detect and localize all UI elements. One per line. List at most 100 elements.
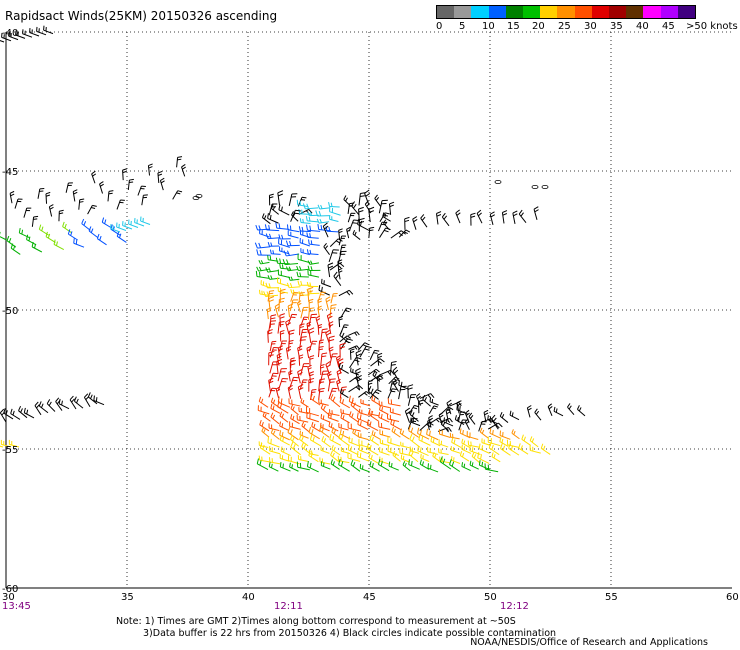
lat-tick--55: -55: [2, 445, 18, 456]
wind-barb: [379, 212, 390, 223]
wind-barb: [331, 444, 341, 456]
legend-swatch-6: [540, 6, 558, 18]
wind-barb: [58, 398, 70, 410]
wind-barb: [116, 231, 127, 243]
wind-barb: [553, 406, 564, 417]
wind-barb: [408, 449, 419, 463]
wind-barb: [390, 361, 397, 374]
wind-barb: [398, 385, 407, 400]
wind-barb: [299, 328, 308, 342]
wind-barb: [364, 200, 372, 214]
wind-barb: [320, 461, 331, 470]
wind-barb: [259, 419, 270, 432]
legend-label-50-knots: >50 knots: [686, 21, 738, 32]
wind-barb: [8, 31, 19, 41]
wind-barb: [350, 399, 361, 414]
wind-barb: [279, 263, 291, 270]
wind-barb: [351, 201, 360, 216]
lat-tick--50: -50: [2, 306, 18, 317]
wind-barb: [329, 206, 341, 216]
wind-barb: [279, 421, 290, 431]
wind-barb: [509, 410, 520, 421]
wind-barb: [408, 459, 420, 470]
wind-barb: [347, 452, 361, 462]
wind-barb: [402, 460, 411, 472]
wind-barb: [336, 368, 342, 383]
wind-barb: [356, 412, 370, 424]
wind-barb: [518, 443, 529, 455]
wind-barb: [339, 397, 350, 409]
wind-barb: [289, 462, 299, 472]
wind-barb: [317, 345, 324, 358]
wind-barb: [457, 411, 465, 423]
wind-barb: [48, 204, 54, 217]
wind-barb: [277, 401, 289, 414]
wind-barb: [534, 408, 542, 421]
wind-barb: [274, 303, 281, 318]
wind-barb: [392, 451, 401, 462]
legend-swatch-9: [591, 6, 610, 18]
wind-barb: [302, 203, 319, 210]
wind-speed-color-scale: [436, 5, 696, 19]
wind-barb: [443, 417, 454, 427]
wind-barb: [308, 239, 320, 246]
legend-label-35: 35: [610, 21, 623, 32]
wind-barb: [392, 379, 399, 392]
wind-barb: [491, 414, 499, 430]
wind-barb: [369, 434, 380, 446]
wind-barb: [377, 352, 383, 366]
wind-barb: [290, 404, 299, 416]
wind-barb: [422, 394, 431, 407]
wind-barb: [320, 446, 330, 454]
wind-barb: [128, 219, 139, 228]
wind-barb: [31, 215, 39, 227]
wind-barb: [359, 463, 370, 473]
wind-barb: [378, 400, 390, 409]
wind-barb: [338, 422, 349, 431]
wind-barb: [459, 451, 470, 462]
wind-barb: [269, 340, 277, 352]
wind-barb: [379, 227, 391, 238]
wind-barb: [307, 286, 314, 302]
wind-barb: [277, 396, 291, 408]
wind-barb: [34, 401, 42, 416]
wind-barb: [389, 407, 401, 416]
wind-barb: [306, 224, 321, 232]
wind-barb: [427, 446, 439, 455]
wind-barb: [347, 212, 356, 223]
wind-barb: [330, 394, 341, 408]
wind-barb: [122, 221, 133, 230]
wind-barb: [296, 461, 310, 471]
longitude-labels: 30 35 40 45 50 55 60: [2, 592, 739, 603]
wind-barb: [87, 392, 98, 405]
wind-barb: [290, 441, 301, 456]
wind-barb: [37, 188, 45, 199]
wind-barb: [0, 445, 4, 448]
wind-barb: [348, 384, 364, 393]
wind-barb: [518, 209, 527, 223]
wind-barb: [481, 438, 491, 446]
wind-barb: [529, 445, 541, 454]
wind-barb: [420, 214, 428, 228]
wind-barb: [301, 442, 311, 454]
wind-barb: [369, 409, 379, 417]
wind-barb: [278, 246, 290, 255]
wind-barb: [508, 442, 520, 456]
wind-barb: [512, 210, 518, 224]
wind-barb: [45, 231, 56, 243]
wind-barb: [398, 380, 410, 390]
legend-swatch-7: [557, 6, 575, 18]
wind-barb: [501, 210, 508, 224]
wind-barb: [72, 189, 78, 202]
wind-barb: [461, 462, 471, 471]
island-outline: [531, 184, 539, 189]
wind-barb: [318, 387, 325, 401]
wind-barb: [521, 434, 531, 446]
wind-barb: [288, 339, 294, 352]
wind-barb: [328, 202, 340, 208]
wind-barb: [328, 387, 338, 400]
wind-barb: [278, 204, 290, 216]
wind-barb: [15, 30, 26, 39]
wind-barb: [409, 446, 420, 454]
wind-barb: [441, 212, 450, 227]
